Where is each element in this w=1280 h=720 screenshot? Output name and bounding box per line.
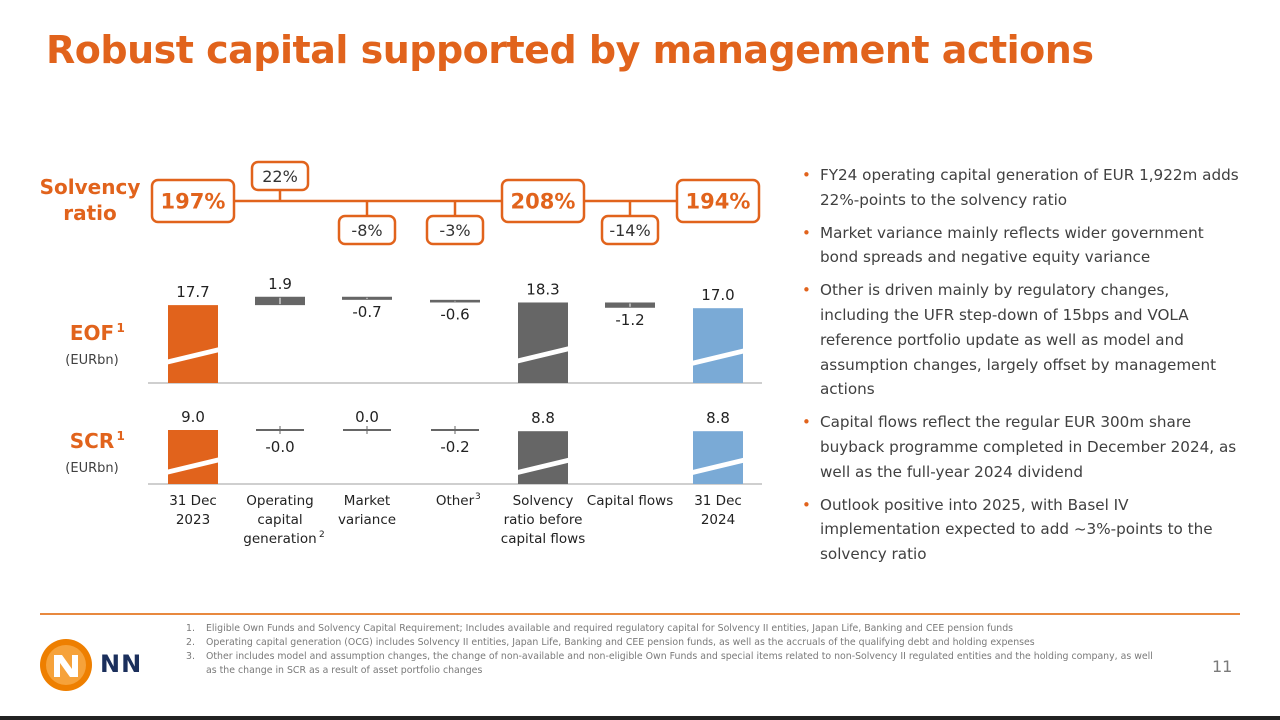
waterfall-value-label: 8.8: [531, 409, 555, 427]
solvency-value: 197%: [161, 190, 226, 214]
footnote-number: 2.: [186, 637, 195, 648]
category-label: Other: [436, 493, 475, 509]
panel-unit-label: (EURbn): [65, 353, 118, 368]
category-label: capital: [257, 512, 302, 528]
category-label: 2023: [176, 512, 210, 528]
solvency-value: -14%: [609, 221, 650, 240]
category-label: ratio before: [504, 512, 583, 528]
bar-break-mark: [168, 347, 218, 365]
bar-break-mark: [518, 457, 568, 475]
footnote-item: 1. Eligible Own Funds and Solvency Capita…: [186, 622, 1166, 636]
bullet-list: • FY24 operating capital generation of EU…: [800, 163, 1240, 575]
footnote-text: Operating capital generation (OCG) inclu…: [206, 637, 1035, 648]
waterfall-value-label: -1.2: [615, 311, 644, 329]
nn-logo-icon: [40, 639, 92, 691]
bullet-dot-icon: •: [802, 166, 811, 184]
solvency-ratio-label: ratio: [63, 201, 117, 225]
solvency-value: 194%: [686, 190, 751, 214]
solvency-value: 208%: [511, 190, 576, 214]
waterfall-value-label: -0.0: [265, 438, 294, 456]
solvency-value: -3%: [439, 221, 470, 240]
category-label: 31 Dec: [169, 493, 217, 509]
waterfall-bar: [693, 431, 743, 484]
waterfall-value-label: 1.9: [268, 275, 292, 293]
category-label: Market: [344, 493, 390, 509]
solvency-value-box: [425, 214, 485, 246]
category-label: 2024: [701, 512, 735, 528]
bullet-text: Other is driven mainly by regulatory cha…: [820, 281, 1217, 399]
page-title: Robust capital supported by management a…: [46, 28, 1094, 72]
bar-break-mark: [518, 346, 568, 364]
footnote-number: 1.: [186, 623, 195, 634]
waterfall-value-label: 8.8: [706, 409, 730, 427]
bullet-text: Market variance mainly reflects wider go…: [820, 223, 1204, 267]
bullet-item: • Outlook positive into 2025, with Basel …: [800, 493, 1240, 567]
panel-label-superscript: 1: [117, 429, 125, 443]
solvency-value: 22%: [262, 167, 298, 186]
category-superscript: 3: [475, 492, 481, 502]
panel-label: EOF: [70, 321, 114, 345]
bar-break-mark: [693, 348, 743, 366]
category-label: generation: [243, 531, 316, 547]
category-label: capital flows: [501, 531, 585, 547]
footnote-list: 1. Eligible Own Funds and Solvency Capita…: [186, 622, 1166, 678]
panel-unit-label: (EURbn): [65, 461, 118, 476]
footnote-text: Eligible Own Funds and Solvency Capital …: [206, 623, 1014, 634]
waterfall-value-label: 0.0: [355, 408, 379, 426]
bullet-item: • FY24 operating capital generation of EU…: [800, 163, 1240, 213]
bullet-dot-icon: •: [802, 281, 811, 300]
bullet-dot-icon: •: [802, 223, 811, 242]
category-label: Solvency: [513, 493, 574, 509]
waterfall-bar: [518, 431, 568, 484]
solvency-ratio-label: Solvency: [40, 175, 141, 199]
page-number: 11: [1212, 657, 1233, 676]
category-label: Capital flows: [587, 493, 673, 509]
logo-text: NN: [100, 650, 143, 678]
waterfall-value-label: 17.7: [176, 283, 209, 301]
bar-break-mark: [693, 457, 743, 475]
footnote-text: Other includes model and assumption chan…: [206, 651, 1153, 676]
footnote-number: 3.: [186, 651, 195, 662]
waterfall-value-label: -0.2: [440, 438, 469, 456]
waterfall-bar: [693, 308, 743, 383]
footnote-item: 2. Operating capital generation (OCG) inc…: [186, 636, 1166, 650]
waterfall-value-label: -0.6: [440, 305, 469, 323]
bullet-dot-icon: •: [802, 495, 811, 514]
footer-divider: [40, 613, 1240, 615]
bullet-text: Outlook positive into 2025, with Basel I…: [820, 495, 1213, 564]
bullet-item: • Other is driven mainly by regulatory ch…: [800, 278, 1240, 402]
solvency-value-box: [250, 160, 310, 192]
bullet-item: • Market variance mainly reflects wider g…: [800, 221, 1240, 271]
bar-break-mark: [168, 457, 218, 475]
category-label: 31 Dec: [694, 493, 742, 509]
solvency-value-box: [337, 214, 397, 246]
bullet-item: • Capital flows reflect the regular EUR 3…: [800, 410, 1240, 484]
waterfall-bar: [168, 430, 218, 484]
waterfall-bar: [168, 305, 218, 383]
bullet-text: FY24 operating capital generation of EUR…: [820, 166, 1239, 209]
bullet-text: Capital flows reflect the regular EUR 30…: [820, 413, 1237, 481]
solvency-value: -8%: [351, 221, 382, 240]
waterfall-value-label: 17.0: [701, 286, 734, 304]
category-label: Operating: [246, 493, 314, 509]
waterfall-value-label: -0.7: [352, 303, 381, 321]
bullet-dot-icon: •: [802, 413, 811, 432]
waterfall-bar: [518, 302, 568, 383]
solvency-value-box: [600, 214, 660, 246]
solvency-value-box: [150, 178, 236, 224]
panel-label-superscript: 1: [117, 321, 125, 335]
waterfall-value-label: 9.0: [181, 408, 205, 426]
solvency-value-box: [675, 178, 761, 224]
category-label: variance: [338, 512, 396, 528]
waterfall-value-label: 18.3: [526, 280, 559, 298]
bottom-rule: [0, 716, 1280, 720]
solvency-value-box: [500, 178, 586, 224]
category-superscript: 2: [319, 530, 325, 540]
panel-label: SCR: [70, 429, 114, 453]
footnote-item: 3. Other includes model and assumption ch…: [186, 650, 1166, 678]
